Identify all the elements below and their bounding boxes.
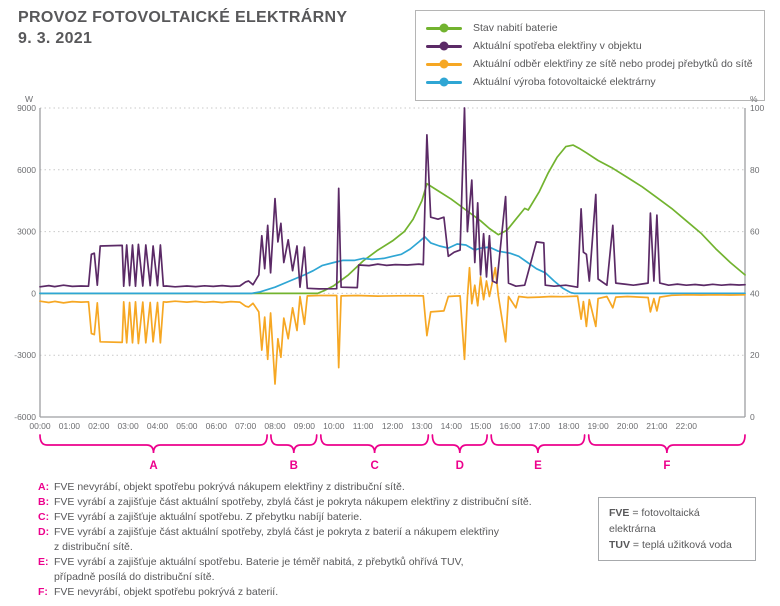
note-key: F: [38, 586, 48, 598]
svg-text:17:00: 17:00 [529, 421, 551, 431]
abbr-row-FVE: FVE = fotovoltaická elektrárna [609, 507, 700, 535]
svg-text:40: 40 [750, 288, 760, 298]
svg-text:E: E [534, 460, 542, 472]
legend-item-1: Aktuální spotřeba elektřiny v objektu [426, 37, 754, 55]
svg-text:20: 20 [750, 350, 760, 360]
svg-text:10:00: 10:00 [323, 421, 345, 431]
page-title-line1: PROVOZ FOTOVOLTAICKÉ ELEKTRÁRNY [18, 9, 348, 26]
svg-text:20:00: 20:00 [617, 421, 639, 431]
abbreviation-box: FVE = fotovoltaická elektrárna TUV = tepl… [598, 497, 756, 561]
svg-text:08:00: 08:00 [264, 421, 286, 431]
abbr-row-TUV: TUV = teplá užitková voda [609, 539, 732, 551]
svg-text:18:00: 18:00 [558, 421, 580, 431]
svg-text:09:00: 09:00 [294, 421, 316, 431]
svg-text:A: A [149, 460, 157, 472]
svg-text:02:00: 02:00 [88, 421, 110, 431]
note-text: FVE vyrábí a zajišťuje aktuální spotřebu… [54, 556, 464, 583]
svg-text:22:00: 22:00 [676, 421, 698, 431]
svg-text:21:00: 21:00 [646, 421, 668, 431]
note-key: E: [38, 556, 49, 568]
svg-text:D: D [456, 460, 464, 472]
svg-text:80: 80 [750, 165, 760, 175]
note-text: FVE vyrábí a zajišťuje část aktuální spo… [54, 526, 499, 553]
svg-text:11:00: 11:00 [353, 421, 374, 431]
note-text: FVE nevyrábí, objekt spotřebu pokrývá z … [54, 586, 279, 598]
svg-text:15:00: 15:00 [470, 421, 492, 431]
svg-text:14:00: 14:00 [441, 421, 463, 431]
legend-label: Aktuální odběr elektřiny ze sítě nebo pr… [473, 58, 753, 70]
note-text: FVE vyrábí a zajišťuje aktuální spotřebu… [54, 511, 363, 523]
svg-text:06:00: 06:00 [206, 421, 228, 431]
svg-text:100: 100 [750, 103, 764, 113]
page-title-line2: 9. 3. 2021 [18, 29, 93, 47]
note-key: C: [38, 511, 50, 523]
svg-text:0: 0 [31, 288, 36, 298]
legend-label: Aktuální spotřeba elektřiny v objektu [473, 40, 642, 52]
legend-item-0: Stav nabití baterie [426, 19, 754, 37]
svg-text:05:00: 05:00 [176, 421, 198, 431]
svg-text:19:00: 19:00 [587, 421, 609, 431]
svg-text:F: F [663, 460, 670, 472]
legend-label: Stav nabití baterie [473, 22, 558, 34]
legend-item-2: Aktuální odběr elektřiny ze sítě nebo pr… [426, 55, 754, 73]
chart: W 9000 6000 3000 0 -3000 -6000% 100 80 60 40 20 0 00:… [0, 94, 780, 480]
legend-label: Aktuální výroba fotovoltaické elektrárny [473, 76, 656, 88]
svg-text:16:00: 16:00 [499, 421, 521, 431]
svg-text:01:00: 01:00 [59, 421, 81, 431]
note-text: FVE nevyrábí, objekt spotřebu pokrývá ná… [54, 481, 405, 493]
svg-text:%: % [750, 95, 758, 104]
legend-line-dot-icon [426, 59, 462, 69]
svg-text:-3000: -3000 [14, 350, 36, 360]
svg-text:0: 0 [750, 412, 755, 422]
note-key: A: [38, 481, 50, 493]
svg-text:07:00: 07:00 [235, 421, 257, 431]
svg-text:00:00: 00:00 [29, 421, 51, 431]
note-F: F: FVE nevyrábí, objekt spotřebu pokrývá … [38, 585, 598, 600]
note-C: C: FVE vyrábí a zajišťuje aktuální spotře… [38, 510, 598, 525]
note-B: B: FVE vyrábí a zajišťuje část aktuální s… [38, 495, 598, 510]
note-text: FVE vyrábí a zajišťuje část aktuální spo… [54, 496, 532, 508]
svg-text:C: C [370, 460, 378, 472]
svg-text:6000: 6000 [17, 165, 36, 175]
svg-text:-6000: -6000 [14, 412, 36, 422]
svg-text:13:00: 13:00 [411, 421, 433, 431]
legend-line-dot-icon [426, 23, 462, 33]
svg-text:9000: 9000 [17, 103, 36, 113]
note-key: D: [38, 526, 50, 538]
legend-line-dot-icon [426, 77, 462, 87]
page-title: PROVOZ FOTOVOLTAICKÉ ELEKTRÁRNY 9. 3. 20… [18, 8, 347, 50]
svg-text:04:00: 04:00 [147, 421, 169, 431]
svg-text:12:00: 12:00 [382, 421, 404, 431]
note-E: E: FVE vyrábí a zajišťuje aktuální spotře… [38, 555, 598, 585]
legend-item-3: Aktuální výroba fotovoltaické elektrárny [426, 73, 754, 91]
note-key: B: [38, 496, 50, 508]
note-A: A: FVE nevyrábí, objekt spotřebu pokrývá … [38, 480, 598, 495]
svg-text:B: B [290, 460, 298, 472]
chart-legend: Stav nabití baterie Aktuální spotřeba ele… [415, 10, 765, 101]
zone-notes: A: FVE nevyrábí, objekt spotřebu pokrývá … [38, 480, 598, 600]
legend-line-dot-icon [426, 41, 462, 51]
svg-text:60: 60 [750, 227, 760, 237]
svg-text:3000: 3000 [17, 227, 36, 237]
svg-text:03:00: 03:00 [117, 421, 139, 431]
note-D: D: FVE vyrábí a zajišťuje část aktuální s… [38, 525, 598, 555]
svg-text:W: W [25, 95, 33, 104]
